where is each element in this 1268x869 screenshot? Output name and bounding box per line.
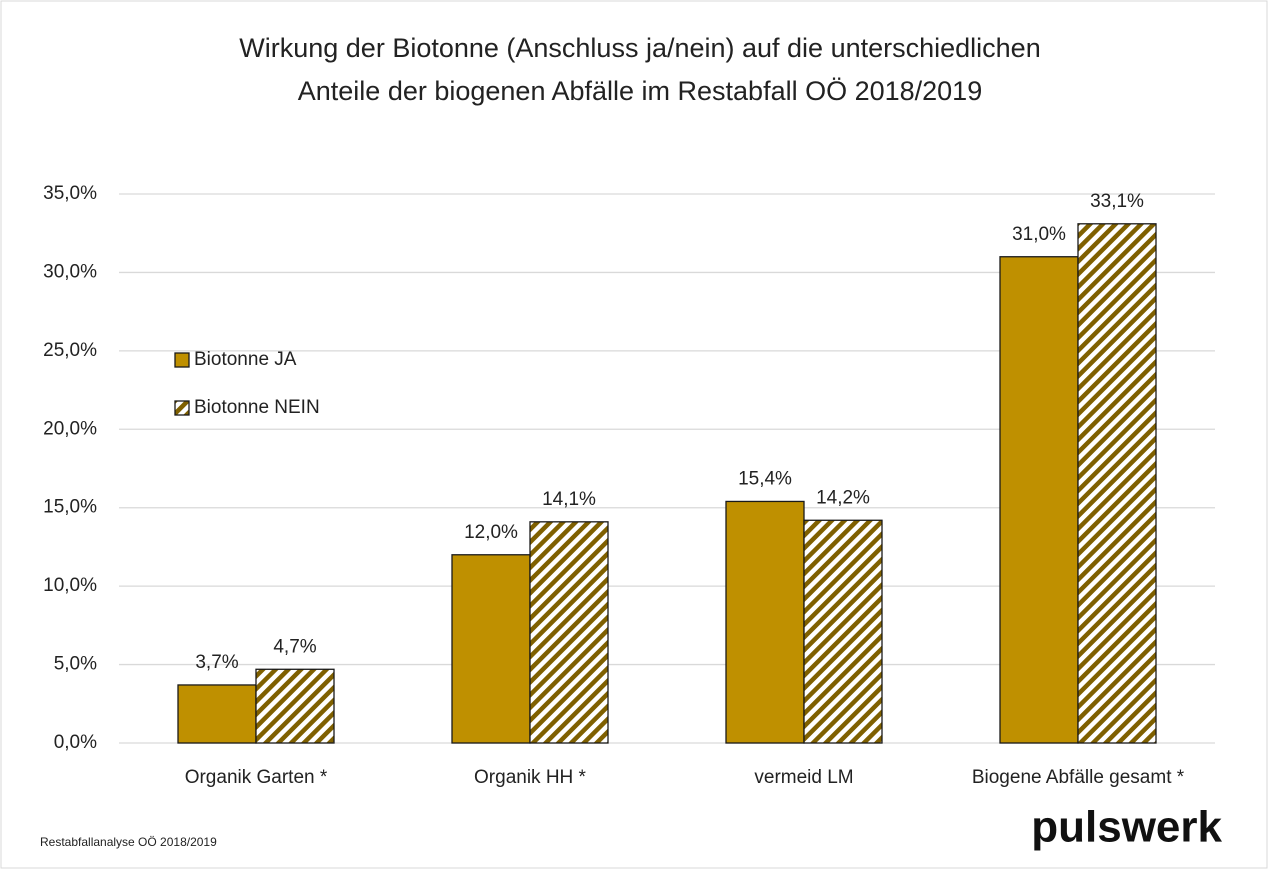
x-tick-label: vermeid LM: [754, 767, 853, 788]
chart-title: Anteile der biogenen Abfälle im Restabfa…: [298, 76, 982, 106]
x-tick-label: Organik HH *: [474, 767, 587, 788]
y-tick-label: 20,0%: [43, 418, 97, 439]
legend-label: Biotonne NEIN: [194, 397, 320, 418]
logo: pulswerk: [1031, 803, 1222, 852]
data-label: 12,0%: [464, 522, 518, 543]
bar: [255, 668, 335, 744]
data-label: 15,4%: [738, 468, 792, 489]
bar: [451, 554, 531, 744]
y-tick-label: 15,0%: [43, 497, 97, 518]
data-label: 4,7%: [273, 636, 316, 657]
data-label: 31,0%: [1012, 224, 1066, 245]
y-tick-label: 25,0%: [43, 340, 97, 361]
x-tick-label: Organik Garten *: [185, 767, 328, 788]
y-tick-label: 0,0%: [54, 732, 97, 753]
bar: [803, 519, 883, 744]
y-tick-label: 5,0%: [54, 654, 97, 675]
y-tick-label: 30,0%: [43, 261, 97, 282]
bar: [1077, 223, 1157, 744]
bar: [999, 256, 1079, 744]
data-label: 14,1%: [542, 489, 596, 510]
x-tick-label: Biogene Abfälle gesamt *: [972, 767, 1185, 788]
legend-swatch: [174, 400, 190, 416]
bar: [529, 521, 609, 744]
bar: [177, 684, 257, 744]
source-note: Restabfallanalyse OÖ 2018/2019: [40, 835, 217, 849]
data-label: 3,7%: [195, 652, 238, 673]
chart-title: Wirkung der Biotonne (Anschluss ja/nein)…: [239, 33, 1040, 63]
data-label: 33,1%: [1090, 191, 1144, 212]
legend-label: Biotonne JA: [194, 349, 297, 370]
y-tick-label: 10,0%: [43, 575, 97, 596]
y-tick-label: 35,0%: [43, 183, 97, 204]
bar: [725, 500, 805, 744]
data-label: 14,2%: [816, 487, 870, 508]
legend-swatch: [174, 352, 190, 368]
